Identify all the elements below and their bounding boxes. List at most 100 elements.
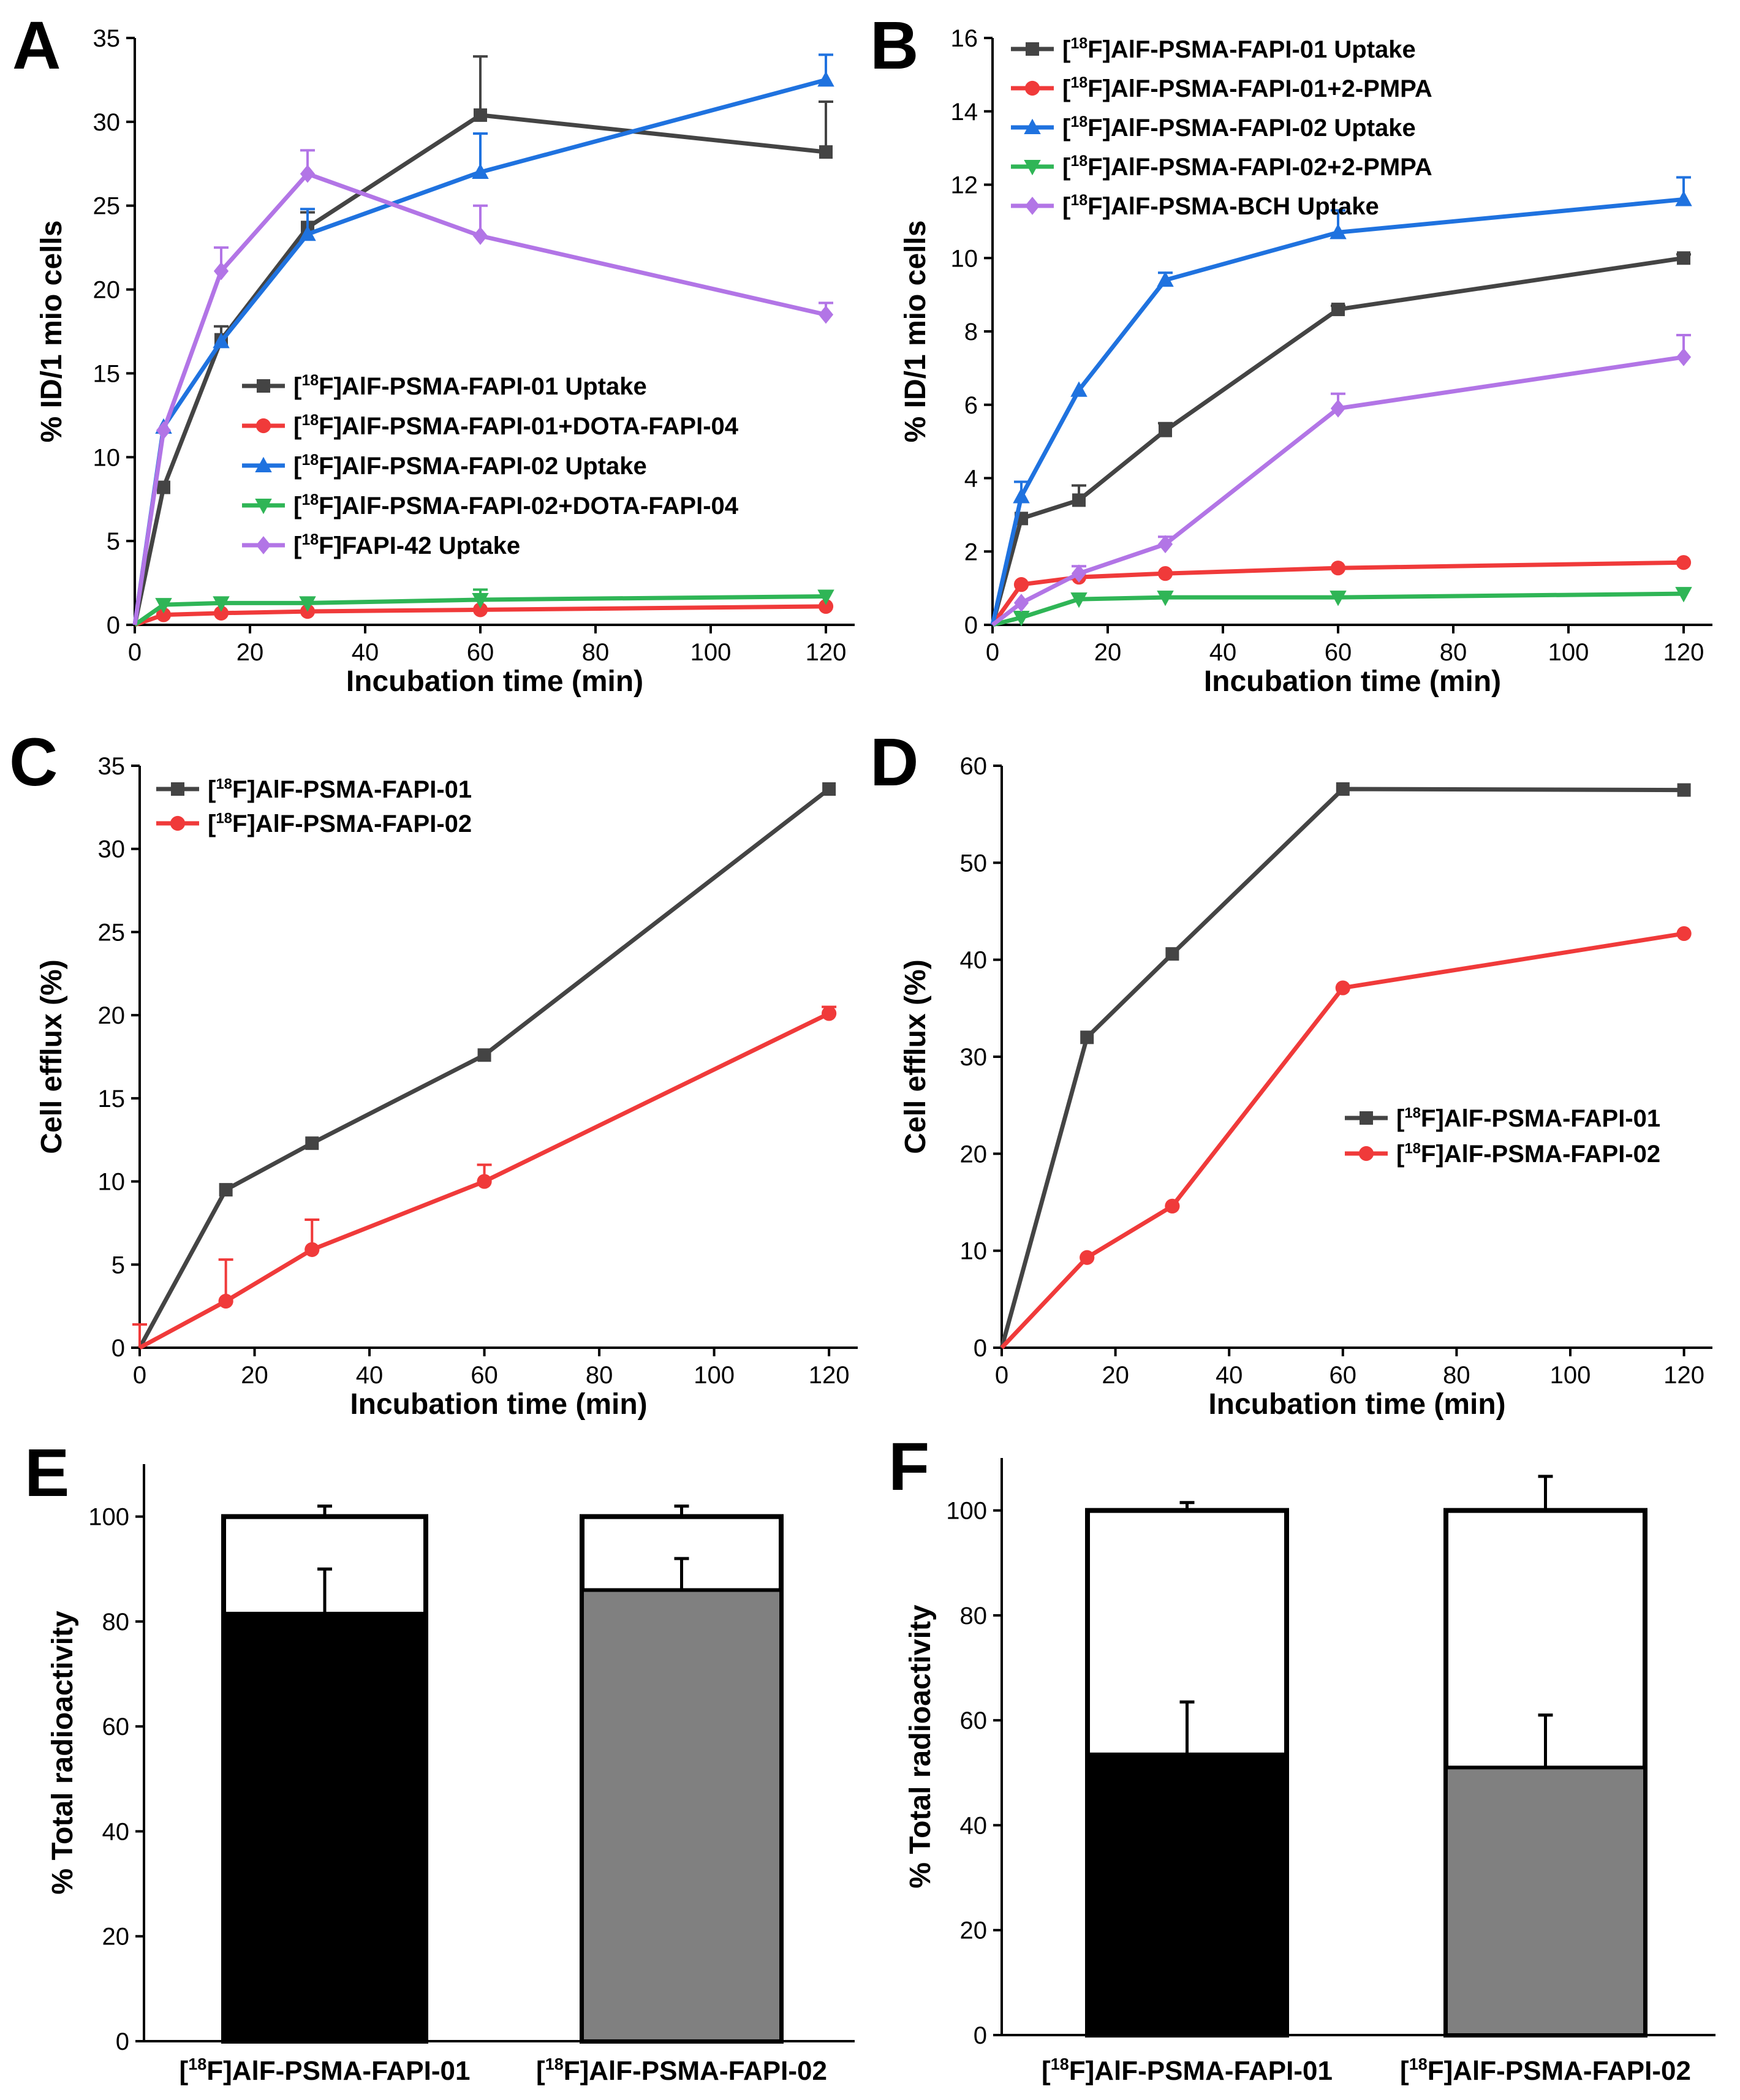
legend-label-name: F]AlF-PSMA-BCH Uptake <box>1088 193 1379 220</box>
legend-label-prefix: [ <box>1062 115 1070 142</box>
legend-label-sup: 18 <box>301 531 319 548</box>
x-tick-label: 60 <box>471 1362 498 1389</box>
data-point <box>157 480 170 494</box>
legend-label-name: F]AlF-PSMA-FAPI-01+2-PMPA <box>1088 75 1432 102</box>
series-line <box>991 355 1684 627</box>
x-tick-label: 80 <box>582 639 610 666</box>
y-tick-label: 60 <box>102 1713 130 1740</box>
legend-marker <box>171 782 184 796</box>
x-tick-label: 40 <box>1216 1362 1243 1389</box>
legend-label-prefix: [ <box>1062 193 1070 220</box>
data-point <box>1330 591 1347 606</box>
legend-label: [18F]AlF-PSMA-FAPI-02+2-PMPA <box>1062 153 1432 181</box>
panel-B: B 0 2 4 6 8 10 12 14 16 % ID/1 mio cells 0 20 40 60 80 1… <box>870 8 1712 698</box>
series-line <box>132 172 826 625</box>
y-axis-label: Cell efflux (%) <box>36 959 68 1154</box>
legend-label-sup: 18 <box>216 776 232 793</box>
data-point <box>1165 947 1179 961</box>
axes-D: 0 10 20 30 40 50 60 Cell efflux (%) 0 20 40 60 80 100… <box>899 753 1712 1421</box>
series-D-1 <box>1000 926 1692 1350</box>
y-tick-label: 10 <box>960 1238 988 1265</box>
data-point <box>299 596 316 612</box>
legend-label-sup: 18 <box>1404 1141 1421 1157</box>
legend-label-name: F]AlF-PSMA-FAPI-02 <box>232 810 472 837</box>
y-tick-label: 10 <box>951 245 978 272</box>
y-tick-label: 15 <box>98 1086 126 1112</box>
legend-label-prefix: [ <box>1062 36 1070 63</box>
legend-label-prefix: [ <box>293 493 301 519</box>
data-point <box>822 782 836 796</box>
legend-label-sup: 18 <box>301 372 319 389</box>
data-point <box>818 599 834 614</box>
data-point <box>472 602 488 618</box>
bar-value <box>1086 1752 1288 2037</box>
y-tick-label: 60 <box>960 1707 988 1734</box>
panel-label-B: B <box>870 8 918 83</box>
legend-label-name: F]AlF-PSMA-FAPI-01 Uptake <box>319 373 647 400</box>
y-tick-label: 80 <box>102 1609 130 1636</box>
data-point <box>1157 591 1174 606</box>
category-label-prefix: [ <box>1042 2056 1051 2086</box>
x-axis-label: Incubation time (min) <box>350 1388 647 1421</box>
y-tick-label: 100 <box>88 1504 129 1531</box>
x-tick-label: 0 <box>128 639 142 666</box>
legend-label-prefix: [ <box>293 453 301 480</box>
legend-label-sup: 18 <box>1070 153 1088 170</box>
panel-label-F: F <box>888 1429 929 1505</box>
legend-label: [18F]FAPI-42 Uptake <box>293 531 520 559</box>
y-tick-label: 0 <box>974 1335 987 1362</box>
y-tick-label: 8 <box>964 319 978 346</box>
x-tick-label: 80 <box>586 1362 613 1389</box>
y-tick-label: 5 <box>112 1252 125 1279</box>
y-tick-label: 0 <box>112 1335 125 1362</box>
data-point <box>477 1174 492 1189</box>
y-tick-label: 0 <box>107 612 120 639</box>
data-point <box>1676 348 1692 366</box>
data-point <box>819 145 833 159</box>
legend-B: [18F]AlF-PSMA-FAPI-01 Uptake[18F]AlF-PSM… <box>1011 35 1432 220</box>
data-point <box>218 1293 233 1309</box>
data-point <box>1677 783 1691 797</box>
x-tick-label: 20 <box>236 639 264 666</box>
data-point <box>817 589 834 605</box>
data-point <box>1070 381 1088 397</box>
data-point <box>1013 594 1029 612</box>
x-tick-label: 40 <box>352 639 379 666</box>
y-tick-label: 5 <box>107 528 120 555</box>
series-line <box>992 591 1684 627</box>
legend-C: [18F]AlF-PSMA-FAPI-01[18F]AlF-PSMA-FAPI-… <box>156 776 472 837</box>
series-B-4 <box>991 333 1692 627</box>
data-point <box>1676 926 1692 942</box>
data-point <box>304 1242 320 1257</box>
category-label: [18F]AlF-PSMA-FAPI-01 <box>180 2055 471 2086</box>
series-line <box>991 560 1684 627</box>
category-label: [18F]AlF-PSMA-FAPI-02 <box>536 2055 827 2086</box>
legend-label: [18F]AlF-PSMA-FAPI-01 Uptake <box>1062 35 1416 63</box>
x-axis-label: Incubation time (min) <box>1208 1388 1505 1421</box>
legend-marker <box>1024 80 1040 96</box>
legend-label-name: F]AlF-PSMA-FAPI-01 <box>1421 1105 1660 1132</box>
y-tick-label: 60 <box>960 753 988 780</box>
x-tick-label: 60 <box>1325 639 1352 666</box>
legend-marker <box>255 536 271 554</box>
series-line <box>999 787 1684 1348</box>
y-tick-label: 20 <box>98 1002 126 1029</box>
legend-label-prefix: [ <box>1062 75 1070 102</box>
y-tick-label: 2 <box>964 538 978 565</box>
legend-label-name: F]FAPI-42 Uptake <box>319 532 520 559</box>
legend-label-name: F]AlF-PSMA-FAPI-01 <box>232 776 472 803</box>
panel-C: C 0 5 10 15 20 25 30 35 Cell efflux (%) 0 20 40 60 80 1… <box>9 725 858 1421</box>
data-point <box>1330 399 1346 418</box>
data-point <box>472 163 489 179</box>
data-point <box>1072 493 1086 507</box>
x-tick-label: 0 <box>133 1362 146 1389</box>
data-point <box>1013 488 1030 504</box>
y-tick-label: 12 <box>951 172 978 199</box>
legend-label-prefix: [ <box>293 373 301 400</box>
data-point <box>300 164 316 183</box>
x-axis-label: Incubation time (min) <box>346 665 643 698</box>
data-point <box>1330 224 1347 240</box>
legend-label-name: F]AlF-PSMA-FAPI-02 <box>1421 1141 1660 1168</box>
category-label-sup: 18 <box>188 2055 206 2073</box>
data-point <box>1159 423 1172 437</box>
